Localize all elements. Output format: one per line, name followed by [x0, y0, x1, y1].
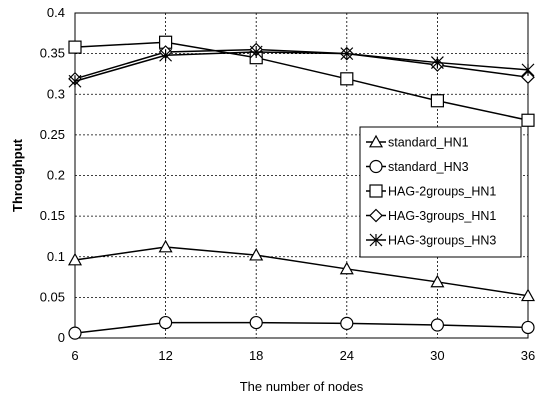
data-point — [339, 261, 354, 275]
legend-marker — [369, 159, 383, 174]
series-line — [74, 48, 529, 80]
data-point — [68, 74, 82, 88]
plot-area — [74, 12, 529, 339]
data-point — [249, 315, 263, 330]
legend-box — [359, 126, 522, 258]
data-point — [67, 252, 83, 266]
y-axis-title: Throughput — [10, 138, 25, 212]
y-tick-label: 0.35 — [40, 46, 65, 61]
series-standard_HN3 — [68, 315, 535, 340]
data-point — [340, 47, 354, 61]
legend-marker — [368, 134, 384, 148]
y-tick-label: 0.1 — [47, 249, 65, 264]
data-point — [521, 70, 535, 85]
x-tick-label: 24 — [340, 348, 354, 363]
x-tick-label: 36 — [521, 348, 535, 363]
series-line — [74, 51, 529, 82]
x-tick-label: 18 — [249, 348, 263, 363]
series-HAG-3groups_HN3 — [68, 45, 535, 88]
legend: standard_HN1 standard_HN3 HAG-2groups_HN1 H… — [359, 126, 522, 258]
y-tick-label: 0.2 — [47, 168, 65, 183]
data-point — [159, 315, 173, 330]
legend-label: HAG-2groups_HN1 — [388, 185, 496, 199]
data-point — [430, 94, 444, 108]
data-point — [521, 63, 535, 77]
legend-item: HAG-3groups_HN1 — [366, 208, 496, 223]
x-axis-title: The number of nodes — [240, 379, 364, 394]
x-tick-label: 12 — [158, 348, 172, 363]
data-point — [520, 288, 536, 302]
x-axis-ticks: 6 12 18 24 30 36 — [71, 348, 535, 363]
data-point — [430, 274, 445, 288]
series-line — [74, 321, 529, 334]
legend-item: HAG-3groups_HN3 — [366, 234, 496, 248]
y-tick-label: 0.3 — [47, 86, 65, 101]
legend-marker — [369, 233, 383, 247]
legend-marker — [369, 184, 383, 198]
data-point — [159, 48, 173, 62]
y-tick-label: 0.15 — [40, 208, 65, 223]
legend-item: standard_HN1 — [366, 134, 469, 150]
data-point — [249, 45, 263, 59]
legend-marker — [369, 208, 383, 223]
legend-item: standard_HN3 — [366, 159, 469, 174]
y-tick-label: 0.25 — [40, 127, 65, 142]
legend-label: HAG-3groups_HN3 — [388, 234, 496, 248]
x-tick-label: 30 — [430, 348, 444, 363]
y-axis-ticks: 0 0.05 0.1 0.15 0.2 0.25 0.3 0.35 0.4 — [40, 5, 65, 345]
data-point — [68, 326, 82, 340]
series-standard_HN1 — [67, 239, 536, 302]
series-line — [74, 41, 529, 121]
legend-label: standard_HN1 — [388, 136, 469, 150]
data-point — [249, 247, 264, 261]
legend-label: standard_HN3 — [388, 160, 469, 174]
data-point — [340, 72, 354, 86]
legend-label: HAG-3groups_HN1 — [388, 209, 496, 223]
series-line — [74, 246, 529, 297]
data-point — [340, 316, 354, 330]
series-lines — [67, 35, 536, 340]
data-point — [430, 56, 444, 69]
data-point — [68, 40, 82, 54]
data-point — [158, 239, 173, 253]
data-point — [521, 320, 535, 335]
y-tick-label: 0.4 — [47, 5, 65, 20]
y-tick-label: 0 — [58, 330, 65, 345]
x-tick-label: 6 — [71, 348, 78, 363]
series-HAG-2groups_HN1 — [68, 35, 535, 127]
data-point — [521, 113, 535, 127]
legend-item: HAG-2groups_HN1 — [366, 184, 496, 199]
y-tick-label: 0.05 — [40, 289, 65, 304]
data-point — [430, 318, 444, 332]
